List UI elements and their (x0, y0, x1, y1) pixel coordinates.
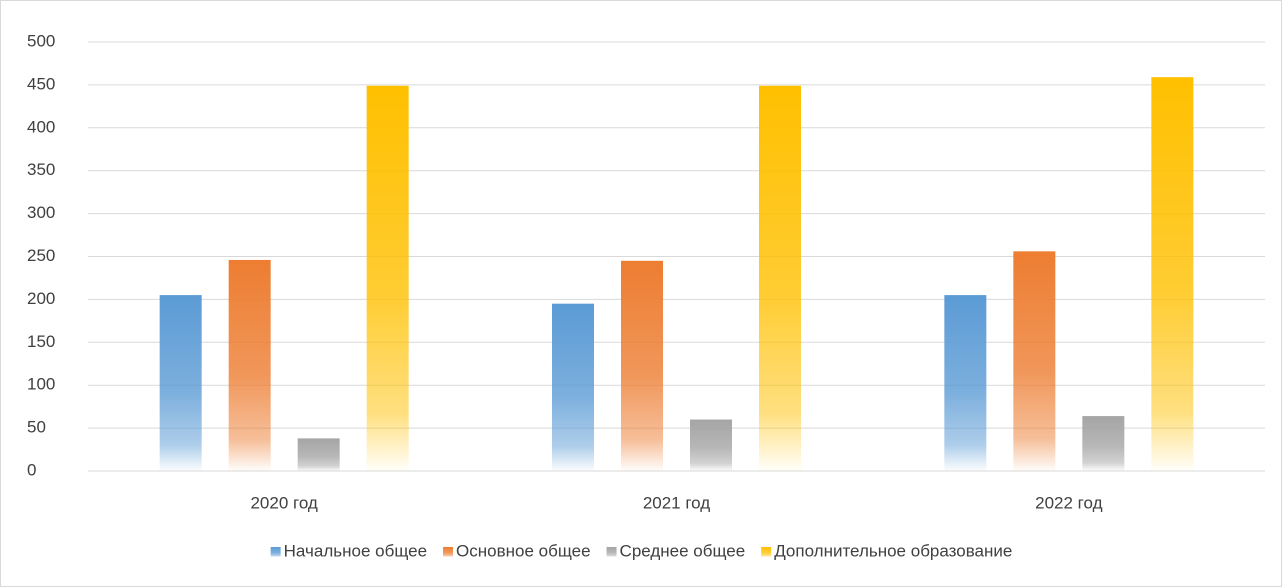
legend: Начальное общее Основное общее Среднее общ… (270, 541, 1012, 560)
bar (1013, 251, 1056, 471)
y-tick-label: 50 (27, 418, 46, 437)
bar (1082, 416, 1125, 471)
y-tick-label: 300 (27, 203, 55, 222)
x-tick-label: 2022 год (1035, 493, 1102, 512)
y-tick-label: 450 (27, 74, 55, 93)
bar (621, 260, 663, 471)
y-tick-label: 350 (27, 160, 55, 179)
bar (159, 295, 202, 471)
bar (759, 85, 801, 472)
x-tick-label: 2021 год (643, 493, 710, 512)
bar (1151, 77, 1194, 471)
legend-marker (443, 547, 454, 557)
bar (944, 295, 987, 471)
legend-label: Начальное общее (284, 541, 427, 560)
legend-label: Дополнительное образование (774, 541, 1012, 560)
bar (297, 438, 340, 471)
bar (228, 259, 271, 471)
y-tick-label: 250 (27, 246, 55, 265)
y-tick-label: 0 (27, 460, 36, 479)
legend-label: Среднее общее (620, 541, 746, 560)
y-tick-label: 500 (27, 31, 55, 50)
bar (690, 419, 732, 471)
legend-label: Основное общее (456, 541, 591, 560)
legend-marker (761, 547, 772, 557)
x-tick-label: 2020 год (250, 493, 317, 512)
legend-marker (606, 547, 617, 557)
y-tick-label: 150 (27, 332, 55, 351)
y-tick-label: 100 (27, 375, 55, 394)
y-tick-label: 400 (27, 117, 55, 136)
legend-marker (270, 547, 281, 557)
bar (366, 85, 409, 472)
y-tick-label: 200 (27, 289, 55, 308)
bar (552, 303, 594, 471)
